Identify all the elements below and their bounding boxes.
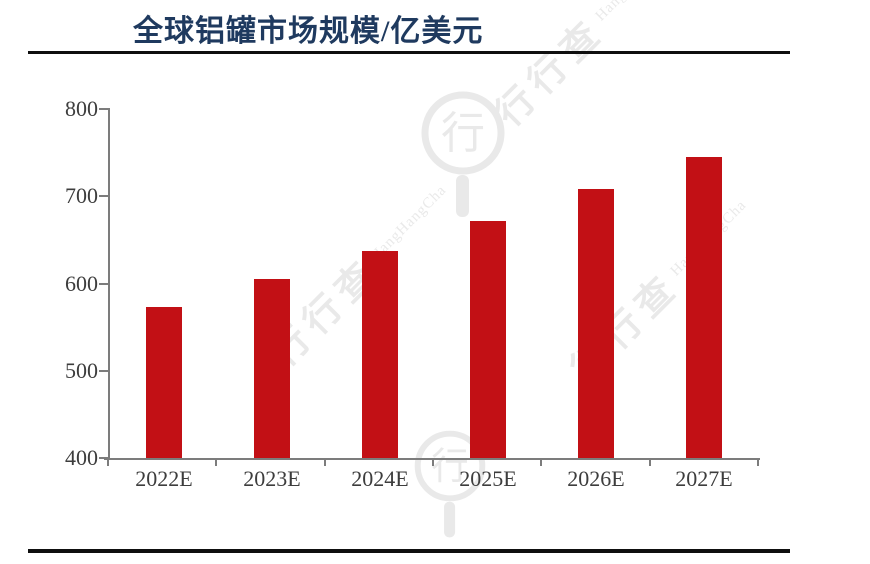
y-axis-tick-label: 400 — [65, 445, 98, 470]
watermark-magnifier-icon: 行 — [414, 430, 486, 538]
bar-2023E — [254, 279, 290, 458]
bar-2026E — [578, 189, 614, 458]
y-axis-line — [108, 108, 110, 460]
x-axis-tick-mark — [540, 458, 543, 466]
y-axis-tick-mark — [99, 457, 108, 459]
bar-slot — [110, 109, 218, 458]
x-axis-label: 2027E — [675, 466, 733, 491]
watermark-magnifier-icon: 行 — [421, 91, 505, 217]
y-axis-tick-mark — [99, 108, 108, 110]
bars-row — [110, 109, 758, 458]
y-axis-tick-label: 500 — [65, 357, 98, 383]
bar-slot — [218, 109, 326, 458]
x-axis-tick-mark — [107, 458, 109, 466]
top-divider-line — [28, 51, 790, 54]
y-axis-tick-label: 700 — [65, 183, 98, 209]
bar-2024E — [362, 251, 398, 458]
bottom-divider-line — [28, 549, 790, 553]
x-axis-tick-mark — [648, 458, 651, 466]
y-axis-tick-label: 800 — [65, 96, 98, 121]
x-axis-tick-mark — [323, 458, 326, 466]
bar-2027E — [686, 157, 722, 458]
x-axis-tick-mark — [215, 458, 218, 466]
x-axis-tick-mark — [432, 458, 434, 466]
watermark-logo-glyph: 行 — [431, 447, 468, 488]
x-axis-label: 2026E — [567, 466, 625, 491]
y-axis-tick-mark — [99, 195, 108, 198]
x-axis-label: 2023E — [243, 466, 301, 491]
x-axis-labels: 2022E 2023E 2024E 2025E 2026E 2027E — [110, 466, 758, 492]
bar-2022E — [146, 307, 182, 458]
bar-slot — [326, 109, 434, 458]
bar-slot — [434, 109, 542, 458]
x-axis-label: 2025E — [459, 466, 517, 491]
bar-slot — [650, 109, 758, 458]
y-axis-tick-label: 600 — [65, 270, 98, 296]
bar-slot — [542, 109, 650, 458]
bar-2025E — [470, 220, 506, 458]
y-axis-tick-mark — [99, 369, 108, 372]
x-axis-tick-mark — [757, 458, 759, 466]
x-axis-label: 2024E — [351, 466, 409, 491]
x-axis-label: 2022E — [135, 466, 193, 491]
chart-title: 全球铝罐市场规模/亿美元 — [133, 15, 484, 48]
watermark-latin: HangHangCha — [593, 0, 675, 24]
watermark-logo-glyph: 行 — [441, 109, 485, 158]
y-axis-tick-mark — [99, 282, 108, 285]
